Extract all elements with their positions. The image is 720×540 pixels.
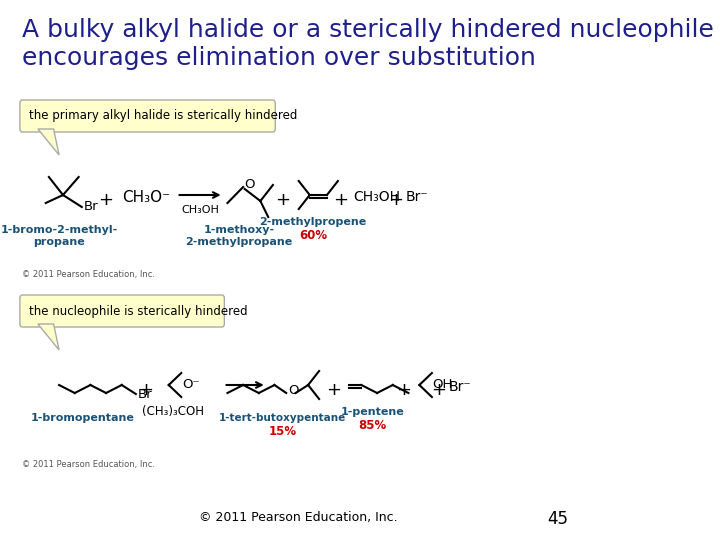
FancyBboxPatch shape <box>20 295 225 327</box>
Text: A bulky alkyl halide or a sterically hindered nucleophile: A bulky alkyl halide or a sterically hin… <box>22 18 714 42</box>
Text: +: + <box>99 191 114 209</box>
Text: encourages elimination over substitution: encourages elimination over substitution <box>22 46 536 70</box>
Text: +: + <box>431 381 446 399</box>
Text: the primary alkyl halide is sterically hindered: the primary alkyl halide is sterically h… <box>29 110 297 123</box>
Text: 1-tert-butoxypentane: 1-tert-butoxypentane <box>219 413 346 423</box>
Text: +: + <box>396 381 411 399</box>
Text: CH₃OH: CH₃OH <box>181 205 219 215</box>
Text: propane: propane <box>33 237 85 247</box>
Text: 45: 45 <box>547 510 568 528</box>
Polygon shape <box>38 129 59 155</box>
FancyBboxPatch shape <box>20 100 275 132</box>
Text: 15%: 15% <box>269 425 297 438</box>
Text: 60%: 60% <box>299 229 327 242</box>
Text: © 2011 Pearson Education, Inc.: © 2011 Pearson Education, Inc. <box>22 460 156 469</box>
Text: 2-methylpropane: 2-methylpropane <box>186 237 293 247</box>
Text: 85%: 85% <box>359 419 387 432</box>
Text: © 2011 Pearson Education, Inc.: © 2011 Pearson Education, Inc. <box>199 511 397 524</box>
Text: 1-bromo-2-methyl-: 1-bromo-2-methyl- <box>1 225 117 235</box>
Text: O: O <box>245 179 255 192</box>
Text: (CH₃)₃COH: (CH₃)₃COH <box>142 405 204 418</box>
Text: CH₃OH: CH₃OH <box>353 190 400 204</box>
Text: +: + <box>275 191 289 209</box>
Text: Br: Br <box>84 200 98 213</box>
Text: the nucleophile is sterically hindered: the nucleophile is sterically hindered <box>29 305 247 318</box>
Text: +: + <box>333 191 348 209</box>
Text: +: + <box>388 191 403 209</box>
Text: 1-bromopentane: 1-bromopentane <box>31 413 135 423</box>
Text: +: + <box>325 381 341 399</box>
Text: Br⁻: Br⁻ <box>405 190 428 204</box>
Text: OH: OH <box>433 379 453 392</box>
Text: Br⁻: Br⁻ <box>449 380 471 394</box>
Text: 1-pentene: 1-pentene <box>341 407 404 417</box>
Text: 1-methoxy-: 1-methoxy- <box>204 225 275 235</box>
Text: +: + <box>138 381 153 399</box>
Text: Br: Br <box>138 388 152 401</box>
Text: © 2011 Pearson Education, Inc.: © 2011 Pearson Education, Inc. <box>22 270 156 279</box>
Text: O⁻: O⁻ <box>182 379 199 392</box>
Text: 2-methylpropene: 2-methylpropene <box>259 217 366 227</box>
Polygon shape <box>38 324 59 350</box>
Text: CH₃O⁻: CH₃O⁻ <box>122 190 170 205</box>
Text: O: O <box>288 384 298 397</box>
